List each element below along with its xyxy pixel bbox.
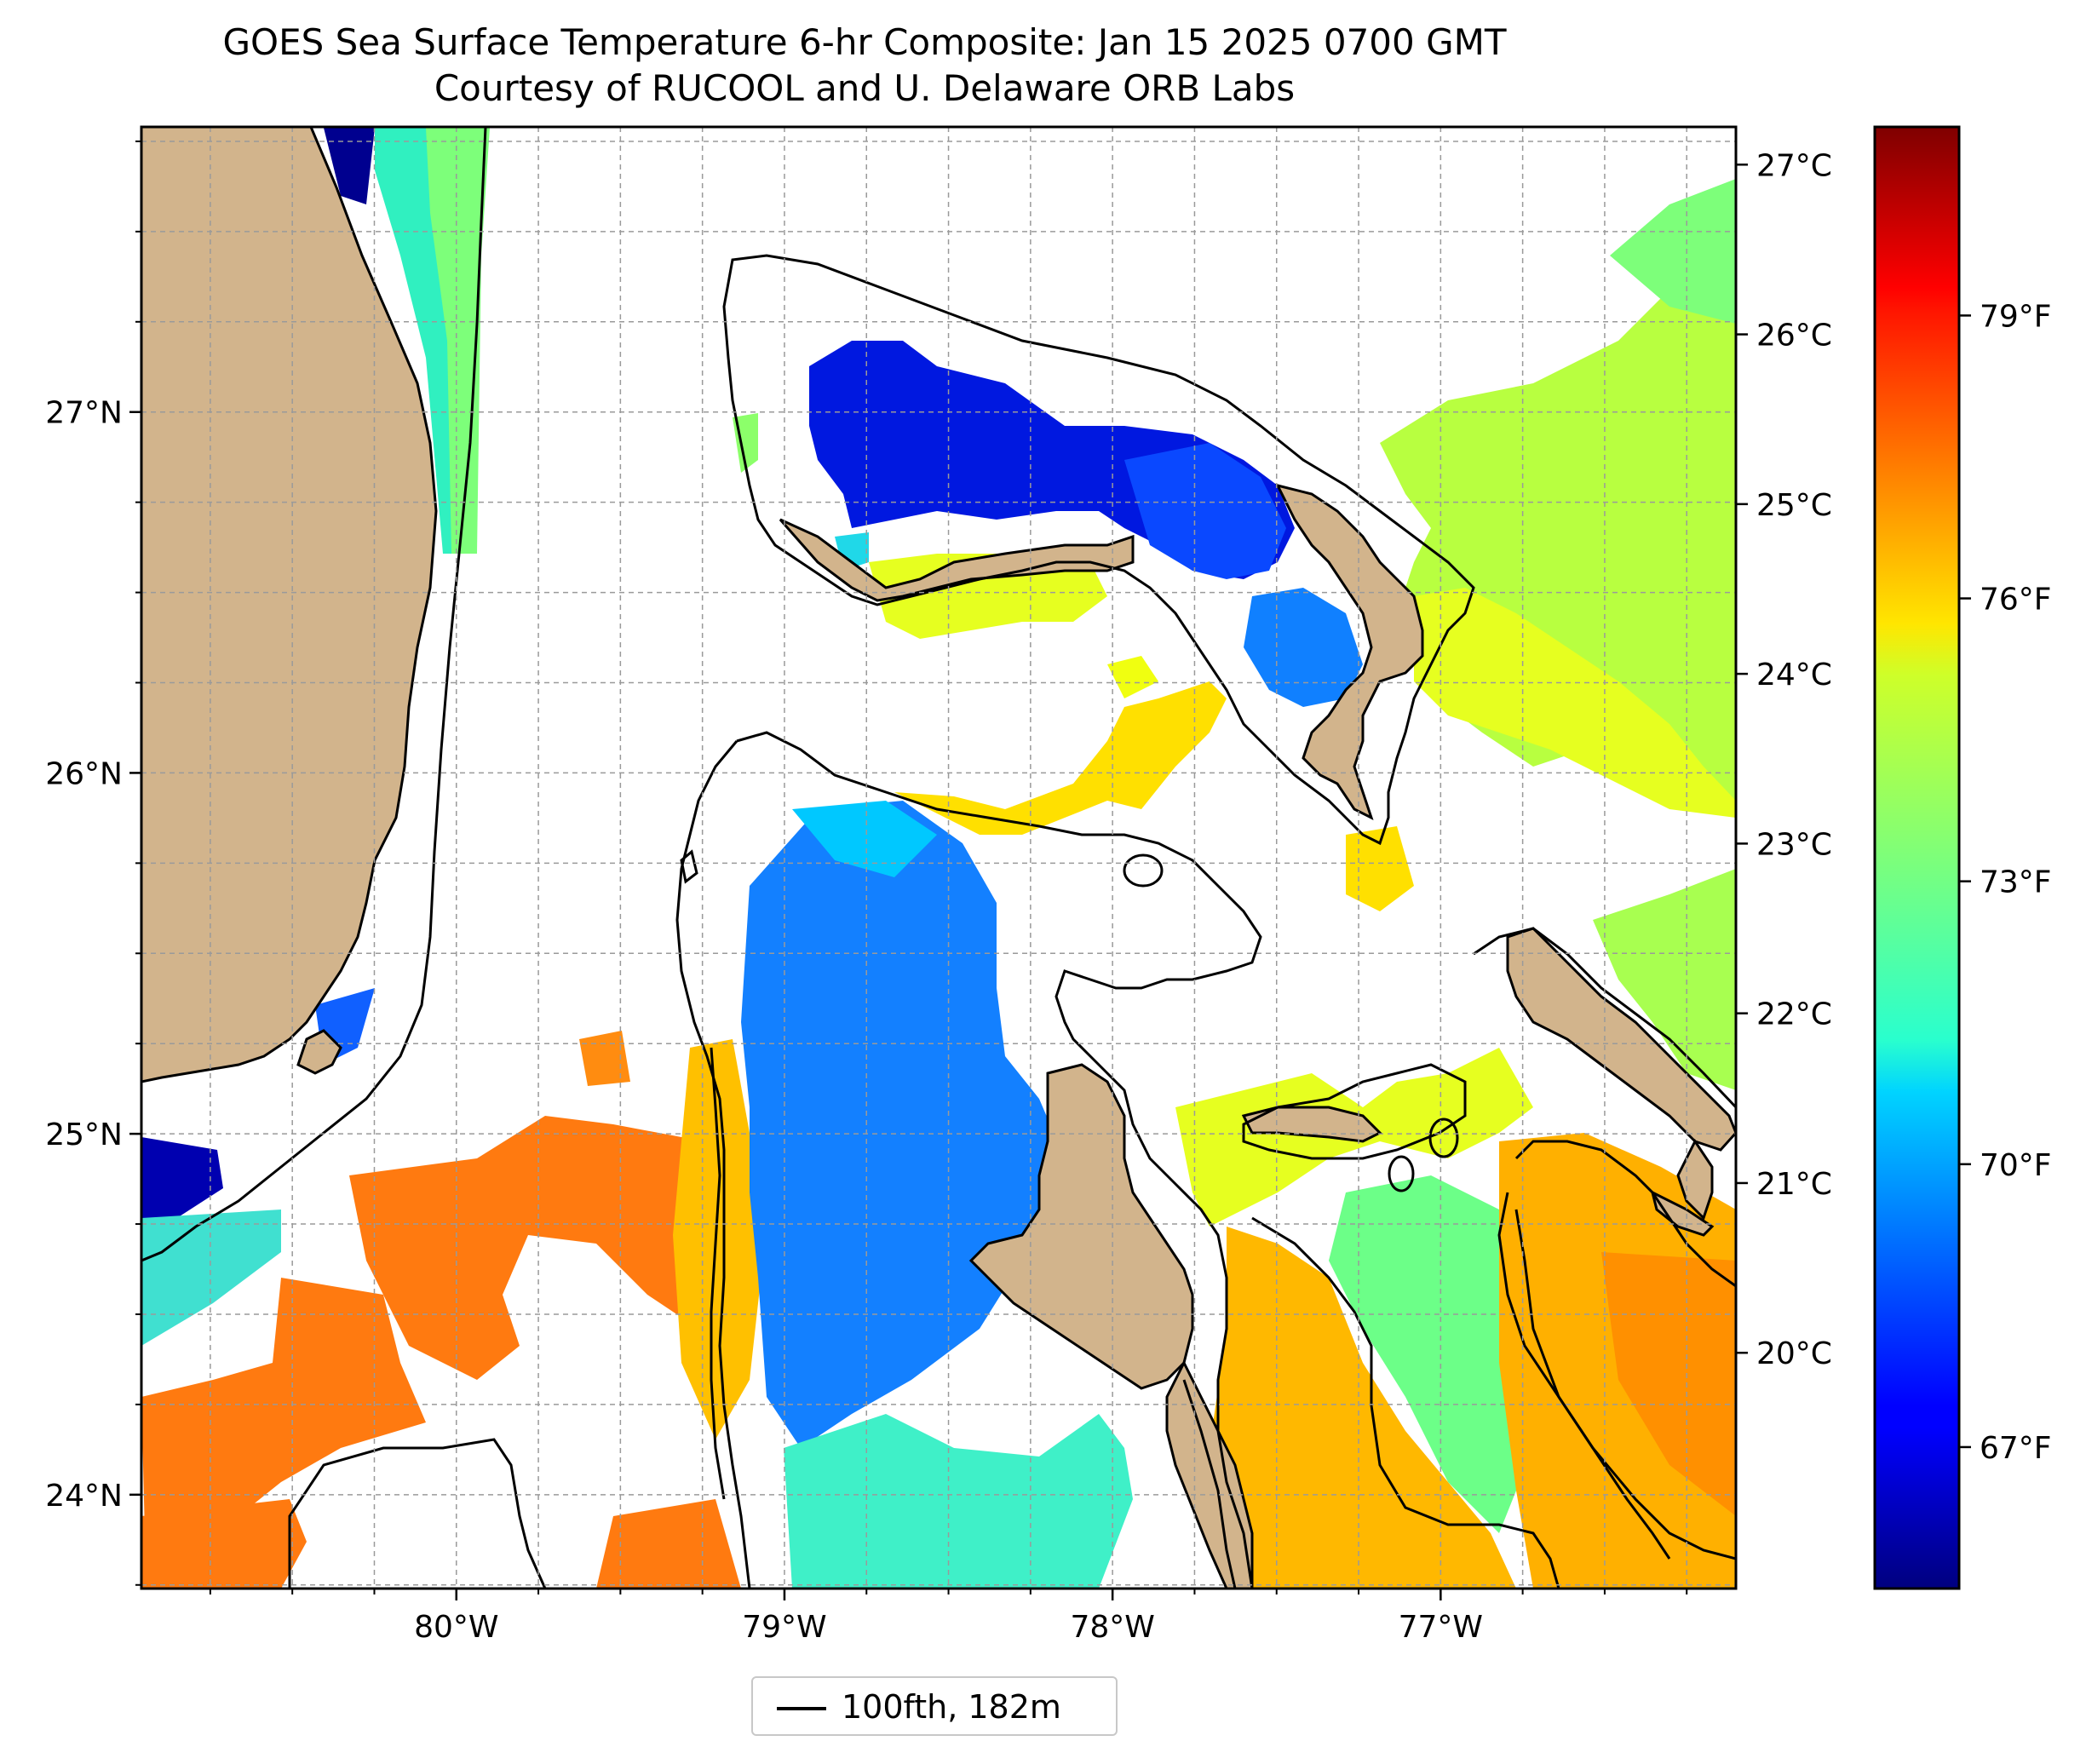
contour-cay-east-2 <box>1388 1155 1415 1192</box>
land-eleuthera <box>1506 927 1736 1152</box>
contour-berry-island <box>1123 853 1164 888</box>
lat-tick-label: 25°N <box>45 1118 123 1152</box>
sst-patch-north-cold <box>324 128 375 204</box>
colorbar-f-label: 79°F <box>1980 299 2052 334</box>
contour-exumas-north <box>1242 1063 1467 1160</box>
map-frame <box>140 125 1738 1590</box>
colorbar-c-label: 26°C <box>1756 319 1832 353</box>
sst-patch-northeast-top <box>1610 179 1736 324</box>
sst-patch-tongue-cyan <box>792 801 937 877</box>
land <box>141 127 1736 1589</box>
land-andros-south <box>1165 1359 1254 1589</box>
colorbar-c-label: 20°C <box>1756 1336 1832 1371</box>
sst-patch-southeast-deep-orange <box>1601 1252 1736 1516</box>
land-andros <box>968 1063 1194 1390</box>
land-abaco <box>1275 483 1424 820</box>
sst-patch-exuma-sound-green <box>1329 1175 1550 1533</box>
sst-patch-orange-straits <box>349 1116 750 1380</box>
contour-great-bahama-bank-west <box>736 731 1262 1589</box>
contour-southeast-inner <box>1514 1209 1736 1560</box>
sst-patch-eleuthera-blue <box>1244 588 1363 707</box>
contour-exuma-sound-west <box>1251 1216 1560 1589</box>
lon-tick-label: 78°W <box>1070 1610 1154 1645</box>
contour-bimini-cay <box>680 849 698 884</box>
sst-patch-keys-cyan <box>141 1210 281 1346</box>
contour-tongue-west-inner <box>710 1047 726 1500</box>
colorbar-f-label: 76°F <box>1980 583 2052 618</box>
colorbar-c-label: 25°C <box>1756 488 1832 523</box>
contour-andros-south <box>1182 1379 1237 1589</box>
contour-little-bahama-bank <box>722 254 1475 846</box>
map-content <box>141 127 1736 1589</box>
sst-patch-gulfstream-green <box>426 128 490 554</box>
sst-patch-southern-cyan <box>784 1414 1133 1589</box>
sst-patch-orange-north-patch <box>579 1031 630 1086</box>
legend: 100fth, 182m <box>751 1676 1118 1736</box>
colorbar-f-label: 67°F <box>1980 1431 2052 1466</box>
lon-tick-label: 79°W <box>742 1610 826 1645</box>
sst-patch-orange-south <box>596 1499 741 1589</box>
colorbar-ticks: 79°F 76°F 73°F 70°F 67°F 27°C 26°C 25°C 24°C 23°C… <box>1736 148 2052 1466</box>
sst-patch-abaco-mid-blue <box>1124 443 1286 579</box>
sst-patch-east-yellow <box>1346 826 1414 911</box>
lon-tick-label: 80°W <box>414 1610 498 1645</box>
colorbar-c-label: 21°C <box>1756 1167 1832 1202</box>
sst-patch-great-bahama-bank <box>894 681 1227 835</box>
sst-patch-andros-yellow <box>1107 656 1158 698</box>
contour-cay-east-1 <box>1428 1118 1459 1158</box>
land-exumas-north <box>1241 1106 1382 1143</box>
lat-tick-label: 24°N <box>45 1479 123 1514</box>
legend-line-swatch <box>777 1707 826 1710</box>
legend-label: 100fth, 182m <box>842 1688 1061 1726</box>
sst-patch-orange-keys <box>141 1278 426 1533</box>
colorbar-c-label: 22°C <box>1756 997 1832 1032</box>
colorbar-c-label: 27°C <box>1756 148 1832 183</box>
colorbar-c-label: 24°C <box>1756 658 1832 692</box>
contour-exuma-sound-east <box>1514 1140 1736 1288</box>
sst-patch-orange-southwest <box>141 1499 307 1589</box>
colorbar <box>1873 125 1961 1590</box>
contour-florida-shelf <box>141 127 487 1262</box>
colorbar-f-label: 73°F <box>1980 865 2052 900</box>
contour-eleuthera <box>1473 927 1736 1109</box>
sst-patch-yellow-orange-band <box>673 1039 767 1439</box>
gridlines <box>141 127 1736 1589</box>
map-axes: 80°W 79°W 78°W 77°W 27°N 26°N 25°N 24°N <box>45 140 1688 1645</box>
lon-tick-label: 77°W <box>1399 1610 1483 1645</box>
land-florida-keys <box>296 1029 342 1075</box>
lat-tick-label: 26°N <box>45 756 123 791</box>
land-grand-bahama <box>779 518 1135 602</box>
sst-patch-tongue-of-ocean <box>741 801 1065 1448</box>
contour-south-cay-sal <box>288 1438 547 1589</box>
figure-subtitle: Courtesy of RUCOOL and U. Delaware ORB L… <box>434 67 1296 109</box>
sst-patch-east-green <box>1593 869 1736 1090</box>
figure-title: GOES Sea Surface Temperature 6-hr Compos… <box>222 21 1507 63</box>
colorbar-c-label: 23°C <box>1756 827 1832 862</box>
sst-patch-florida-bay-cold <box>141 1137 223 1222</box>
lat-tick-label: 27°N <box>45 396 123 431</box>
colorbar-f-label: 70°F <box>1980 1148 2052 1183</box>
bathymetry-contours <box>141 127 1736 1589</box>
sst-patch-exuma-sound <box>1210 1227 1516 1589</box>
sst-patch-northeast-yellow <box>1414 588 1736 818</box>
